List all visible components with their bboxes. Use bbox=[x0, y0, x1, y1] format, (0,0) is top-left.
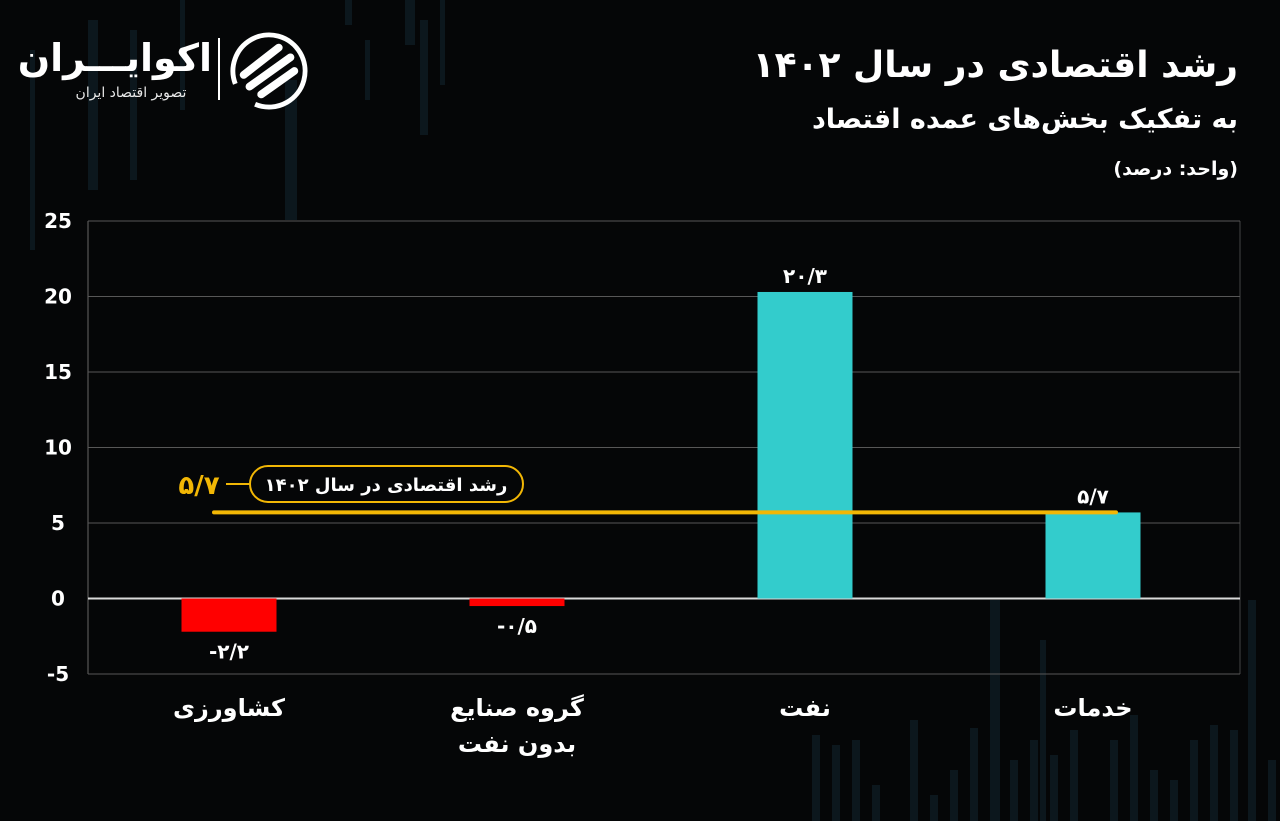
background-stripe bbox=[1230, 730, 1238, 821]
background-stripe bbox=[812, 735, 820, 821]
reference-value-label: ۵/۷ bbox=[178, 471, 219, 501]
bar bbox=[469, 598, 565, 607]
y-tick-label: -5 bbox=[47, 662, 69, 686]
chart-subtitle: به تفکیک بخش‌های عمده اقتصاد bbox=[811, 104, 1238, 135]
background-stripe bbox=[1150, 770, 1158, 821]
background-stripe bbox=[1070, 730, 1078, 821]
y-tick-label: 10 bbox=[44, 436, 72, 460]
x-tick-label: کشاورزی bbox=[173, 694, 285, 722]
logo-mark-icon bbox=[230, 32, 308, 110]
bar bbox=[1045, 512, 1141, 599]
reference-label-pill bbox=[249, 465, 524, 503]
logo-name: اکوایـــران bbox=[17, 36, 212, 80]
y-tick-label: 25 bbox=[44, 209, 72, 233]
background-stripe bbox=[990, 600, 1000, 821]
x-tick-label: گروه صنایع bbox=[450, 694, 584, 722]
background-stripe bbox=[950, 770, 958, 821]
background-stripe bbox=[30, 50, 35, 250]
background-stripe bbox=[420, 20, 428, 135]
background-stripe bbox=[1190, 740, 1198, 821]
background-stripe bbox=[970, 728, 978, 821]
data-label: -۰/۵ bbox=[497, 614, 537, 638]
x-tick-label: خدمات bbox=[1053, 694, 1132, 722]
y-tick-label: 15 bbox=[44, 360, 72, 384]
background-stripe bbox=[1268, 760, 1276, 821]
background-stripe bbox=[285, 80, 297, 220]
background-stripe bbox=[832, 745, 840, 821]
background-stripe bbox=[1030, 740, 1038, 821]
background-stripe bbox=[365, 40, 370, 100]
background-stripe bbox=[1010, 760, 1018, 821]
x-tick-label: بدون نفت bbox=[458, 730, 576, 758]
background-stripe bbox=[1050, 755, 1058, 821]
background-stripe bbox=[1248, 600, 1256, 821]
bar bbox=[181, 598, 277, 632]
background-stripe bbox=[1110, 740, 1118, 821]
background-stripe bbox=[1170, 780, 1178, 821]
background-stripe bbox=[910, 720, 918, 821]
background-stripe bbox=[852, 740, 860, 821]
ecoiran-logo: اکوایـــران تصویر اقتصاد ایران bbox=[17, 30, 320, 110]
x-tick-label: نفت bbox=[779, 694, 831, 722]
data-label: ۲۰/۳ bbox=[783, 264, 827, 288]
background-stripe bbox=[345, 0, 352, 25]
bar bbox=[757, 291, 853, 599]
data-label: ۵/۷ bbox=[1077, 484, 1109, 508]
background-stripe bbox=[1130, 715, 1138, 821]
y-tick-label: 20 bbox=[44, 285, 72, 309]
background-stripe bbox=[872, 785, 880, 821]
unit-label: (واحد: درصد) bbox=[1113, 158, 1238, 180]
y-tick-label: 0 bbox=[51, 587, 65, 611]
chart-header: رشد اقتصادی در سال ۱۴۰۲ به تفکیک بخش‌های… bbox=[753, 40, 1238, 184]
chart-title: رشد اقتصادی در سال ۱۴۰۲ bbox=[752, 45, 1238, 86]
background-stripe bbox=[440, 0, 445, 85]
logo-tagline: تصویر اقتصاد ایران bbox=[75, 85, 187, 101]
background-stripe bbox=[405, 0, 415, 45]
background-stripe bbox=[930, 795, 938, 821]
data-label: -۲/۲ bbox=[209, 640, 249, 664]
background-stripe bbox=[88, 20, 98, 190]
background-stripe bbox=[180, 0, 185, 110]
logo-divider bbox=[218, 38, 220, 100]
background-stripe bbox=[1210, 725, 1218, 821]
background-stripe bbox=[1040, 640, 1046, 821]
reference-label: رشد اقتصادی در سال ۱۴۰۲ bbox=[265, 475, 508, 496]
y-tick-label: 5 bbox=[51, 511, 65, 535]
background-stripe bbox=[130, 30, 137, 180]
